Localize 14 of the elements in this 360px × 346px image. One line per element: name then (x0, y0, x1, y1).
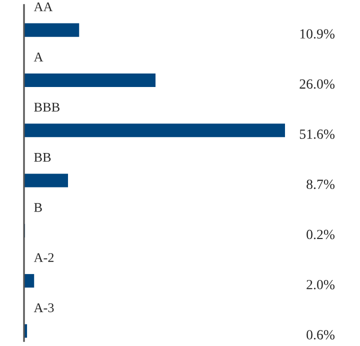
y-tick-label: BBB (34, 102, 60, 112)
data-label: 2.0% (306, 280, 335, 290)
y-tick-label: BB (34, 152, 51, 162)
data-label: 10.9% (300, 29, 335, 39)
y-tick-label: A-3 (34, 303, 54, 312)
data-label: 26.0% (300, 79, 335, 89)
data-label: 0.6% (306, 330, 335, 340)
y-tick-label: B (34, 203, 42, 212)
data-label: 0.2% (306, 230, 335, 240)
y-tick-label: A (34, 52, 44, 62)
data-label: 8.7% (306, 180, 335, 190)
y-tick-label: A-2 (34, 253, 54, 262)
data-label: 51.6% (300, 129, 335, 139)
y-tick-label: AA (34, 2, 53, 12)
